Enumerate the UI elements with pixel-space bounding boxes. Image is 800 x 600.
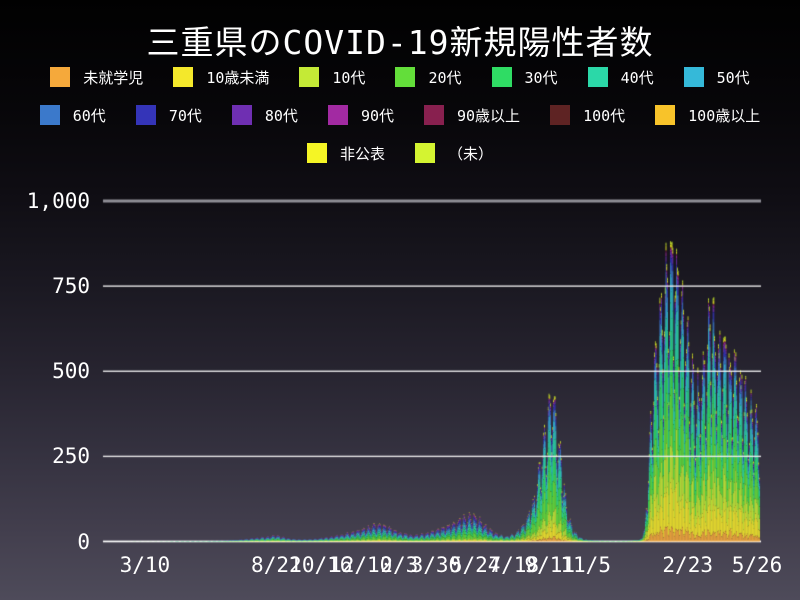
x-tick-label: 3/30 <box>410 553 462 577</box>
x-tick-label: 8/22 <box>251 553 302 577</box>
x-tick-label: 3/10 <box>119 553 171 577</box>
x-tick-label: 9/11 <box>524 553 576 577</box>
x-tick-label: 11/5 <box>560 553 611 577</box>
y-tick-label: 750 <box>52 274 90 299</box>
y-tick-label: 500 <box>52 359 90 384</box>
x-tick-label: 12/10 <box>329 553 393 577</box>
x-tick-label: 2/3 <box>380 553 419 577</box>
x-tick-label: 7/18 <box>488 553 540 577</box>
y-tick-label: 0 <box>77 529 90 554</box>
y-tick-label: 1,000 <box>26 189 90 213</box>
y-tick-label: 250 <box>52 444 90 469</box>
x-tick-label: 2/23 <box>662 553 713 577</box>
x-tick-label: 10/16 <box>289 553 353 577</box>
x-tick-label: 5/26 <box>731 553 783 577</box>
x-tick-label: 5/24 <box>449 553 501 577</box>
